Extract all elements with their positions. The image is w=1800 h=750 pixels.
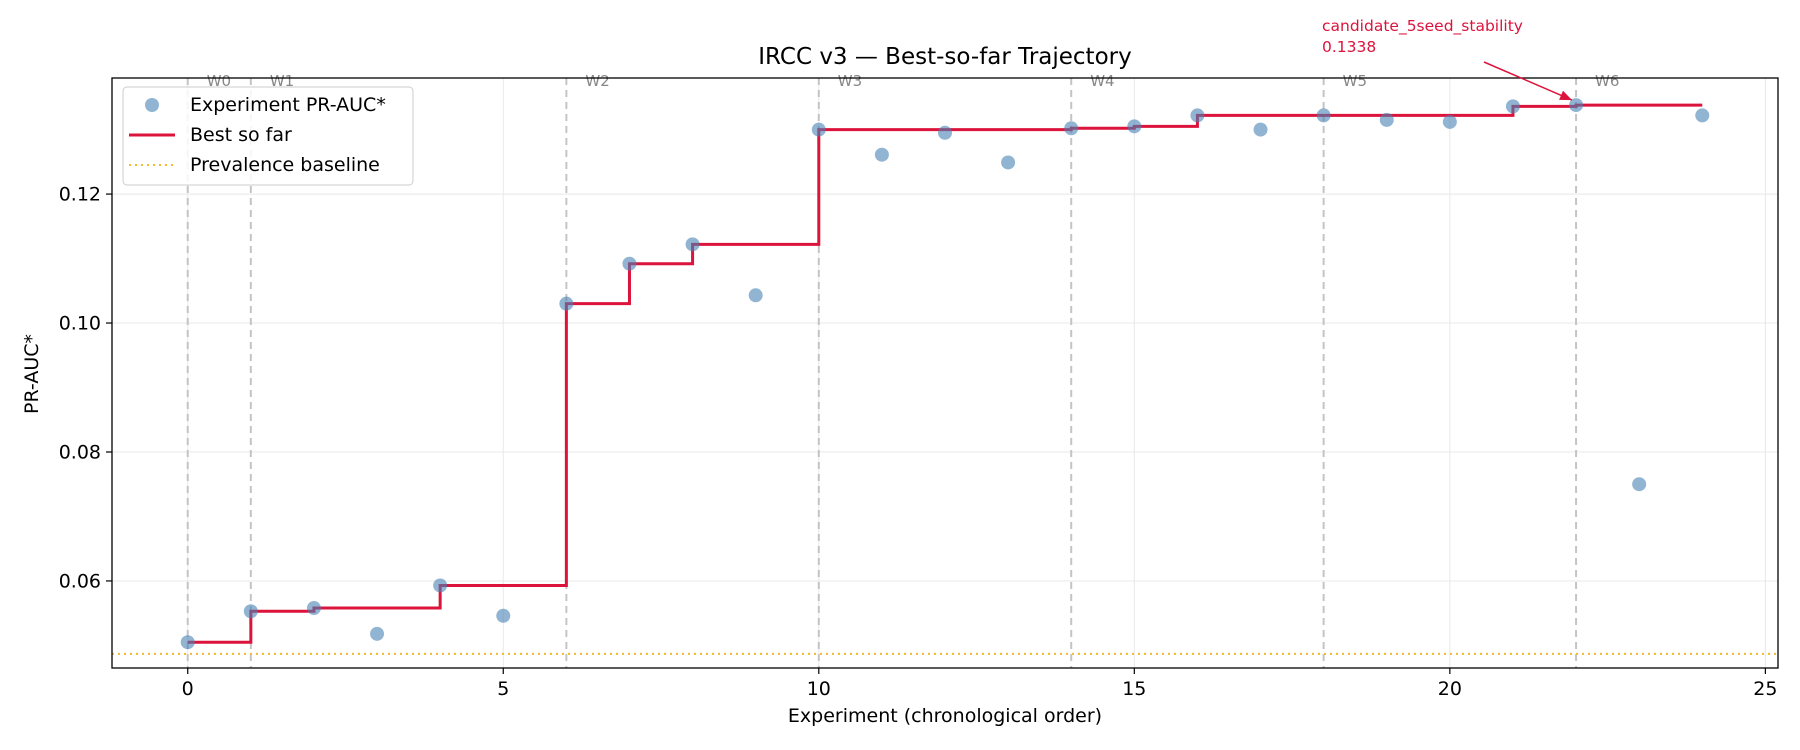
annotation-name: candidate_5seed_stability (1322, 17, 1523, 36)
data-point (1190, 108, 1205, 123)
legend-label-prevalence: Prevalence baseline (190, 154, 380, 176)
legend-label-best-so-far: Best so far (190, 124, 292, 146)
x-tick-label: 5 (497, 678, 509, 700)
data-point (1379, 112, 1394, 127)
data-point (1001, 155, 1016, 170)
annotation-arrow (1483, 61, 1573, 101)
scatter-points (180, 98, 1710, 650)
best-annotation: candidate_5seed_stability 0.1338 (1322, 17, 1573, 101)
data-point (559, 296, 574, 311)
y-tick-label: 0.12 (59, 184, 101, 206)
y-tick-label: 0.10 (59, 313, 101, 335)
data-point (1064, 121, 1079, 136)
phase-label: W0 (207, 72, 231, 90)
y-axis-label: PR-AUC* (21, 334, 43, 414)
annotation-value: 0.1338 (1322, 38, 1376, 56)
data-point (180, 635, 195, 650)
phase-label: W1 (270, 72, 294, 90)
y-tick-label: 0.08 (59, 441, 101, 463)
legend-box (122, 86, 414, 186)
annotation-arrow-head (1559, 90, 1573, 101)
x-tick-label: 10 (807, 678, 831, 700)
data-point (1316, 108, 1331, 123)
phase-label: W4 (1090, 72, 1114, 90)
data-point (1127, 119, 1142, 134)
data-point (874, 147, 889, 162)
data-point (433, 578, 448, 593)
data-point (243, 604, 258, 619)
x-tick-label: 25 (1753, 678, 1777, 700)
data-point (306, 601, 321, 616)
phase-label: W5 (1343, 72, 1367, 90)
x-tick-label: 20 (1438, 678, 1462, 700)
data-point (1253, 122, 1268, 137)
phase-label: W3 (838, 72, 862, 90)
x-tick-label: 0 (182, 678, 194, 700)
data-point (1505, 99, 1520, 114)
data-point (1442, 114, 1457, 129)
chart-title: IRCC v3 — Best-so-far Trajectory (758, 44, 1131, 70)
data-point (1569, 98, 1584, 113)
data-point (811, 122, 826, 137)
data-point (622, 256, 637, 271)
x-axis-ticks: 0 5 10 15 20 25 (182, 668, 1777, 700)
best-so-far-line (187, 103, 1703, 644)
plot-frame (111, 77, 1779, 669)
x-tick-label: 15 (1122, 678, 1146, 700)
phase-label: W2 (585, 72, 609, 90)
data-point (1695, 108, 1710, 123)
data-point (370, 626, 385, 641)
phase-label: W6 (1595, 72, 1619, 90)
data-point (496, 608, 511, 623)
data-point (938, 125, 952, 140)
data-point (1632, 477, 1647, 492)
legend: Experiment PR-AUC* Best so far Prevalenc… (122, 86, 414, 186)
y-axis-ticks: 0.06 0.08 0.10 0.12 (59, 184, 112, 592)
legend-label-experiment: Experiment PR-AUC* (190, 94, 386, 116)
best-so-far-layer (187, 103, 1703, 644)
legend-swatch-experiment (145, 98, 159, 112)
y-tick-label: 0.06 (59, 570, 101, 592)
data-point (748, 288, 763, 303)
data-point (685, 237, 700, 252)
x-axis-label: Experiment (chronological order) (788, 705, 1102, 727)
